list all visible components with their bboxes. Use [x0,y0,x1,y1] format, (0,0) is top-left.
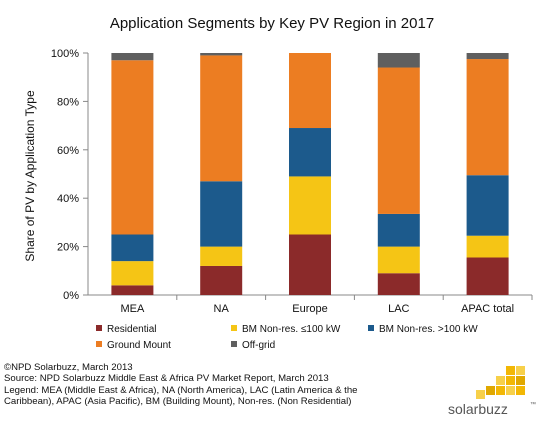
bar-segment [111,234,154,262]
logo-square [516,366,525,375]
legend-swatch [231,341,237,347]
logo-trademark: ™ [530,401,536,408]
x-tick-label: NA [214,303,230,315]
footer-notes: ©NPD Solarbuzz, March 2013 Source: NPD S… [4,362,424,408]
bar-segment [289,128,331,177]
axis-layer: 0% 20% 40% 60% 80% 100% [51,48,532,302]
footer-line-copyright: ©NPD Solarbuzz, March 2013 [4,362,133,373]
legend-swatch [96,325,102,331]
bar-segment [377,67,420,214]
footer-line-legend-2: Caribbean), APAC (Asia Pacific), BM (Bui… [4,396,352,408]
bar-segment [111,285,154,295]
bar-segment [466,235,509,258]
legend-swatch [368,325,374,331]
bar-segment [200,246,243,266]
bar-segment [200,55,243,182]
bar-segment [466,59,509,176]
bar-segment [377,273,420,295]
logo-mark-icon [476,366,525,399]
bar-segment [289,234,331,295]
logo-square [506,376,515,385]
y-tick-label: 20% [57,242,79,254]
x-tick-layer: MEA NA Europe LAC APAC total [120,295,533,315]
logo-wordmark: solarbuzz [448,401,508,417]
bar-segment [200,53,243,56]
chart-title: Application Segments by Key PV Region in… [110,15,434,32]
bar-segment [466,53,509,60]
bar-segment [466,175,509,236]
bar-segment [111,261,154,286]
bar-segment [200,181,243,247]
legend-label: Residential [107,324,156,335]
logo-square [496,386,505,395]
bars-layer [111,53,509,295]
legend-label: BM Non-res. ≤100 kW [242,324,341,335]
y-tick-label: 60% [57,145,79,157]
logo-square [516,386,525,395]
footer-line-legend-1: Legend: MEA (Middle East & Africa), NA (… [4,384,358,396]
y-tick-label: 40% [57,193,79,205]
logo-square [516,376,525,385]
y-tick-label: 80% [57,96,79,108]
legend-swatch [231,325,237,331]
bar-segment [289,53,331,129]
logo-square [486,386,495,395]
logo-square [506,366,515,375]
logo-square [496,376,505,385]
legend-label: Off-grid [242,340,275,351]
bar-segment [377,53,420,68]
logo-square [506,386,515,395]
bar-segment [111,53,154,61]
bar-segment [377,213,420,247]
y-axis-label: Share of PV by Application Type [23,90,37,262]
bar-segment [111,60,154,235]
y-tick-label: 0% [63,290,79,302]
x-tick-label: MEA [120,303,145,315]
logo-square [476,390,485,399]
solarbuzz-logo: solarbuzz ™ [448,366,536,417]
x-tick-label: Europe [292,303,327,315]
legend-label: BM Non-res. >100 kW [379,324,478,335]
legend-swatch [96,341,102,347]
bar-segment [200,265,243,295]
bar-segment [377,246,420,274]
y-tick-label: 100% [51,48,79,60]
x-tick-label: LAC [388,303,409,315]
legend: Residential BM Non-res. ≤100 kW BM Non-res… [96,324,478,351]
bar-segment [466,257,509,295]
legend-label: Ground Mount [107,340,171,351]
x-tick-label: APAC total [461,303,514,315]
footer-line-source: Source: NPD Solarbuzz Middle East & Afri… [4,373,329,385]
bar-segment [289,176,331,235]
